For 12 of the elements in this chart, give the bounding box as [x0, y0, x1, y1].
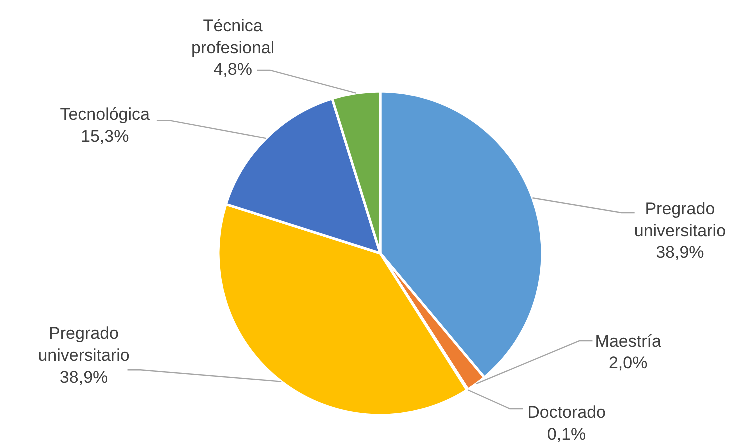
slice-label: Doctorado: [528, 403, 606, 422]
data-label: 38,9%: [656, 243, 704, 262]
slice-label: Pregrado universitario: [634, 199, 726, 240]
data-label: 2,0%: [608, 354, 648, 373]
slice-label: Tecnológica: [60, 105, 151, 124]
data-label: 0,1%: [547, 425, 586, 444]
data-label: 15,3%: [81, 126, 130, 146]
slice-label: Maestría: [595, 332, 662, 351]
data-label: 38,9%: [60, 368, 108, 387]
slice-label: Pregrado universitario: [38, 324, 130, 366]
slice-label: Técnica profesional: [191, 16, 275, 58]
data-label: 4,8%: [214, 60, 252, 80]
